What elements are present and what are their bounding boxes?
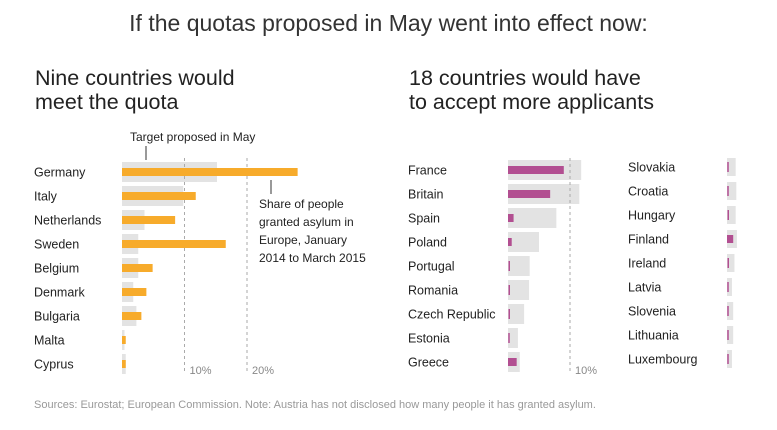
- source-note: Sources: Eurostat; European Commission. …: [34, 399, 596, 411]
- category-label-cyprus: Cyprus: [34, 358, 74, 372]
- category-label-croatia: Croatia: [628, 185, 668, 199]
- value-bar-sweden: [122, 240, 226, 248]
- category-label-latvia: Latvia: [628, 281, 661, 295]
- category-label-denmark: Denmark: [34, 286, 85, 300]
- category-label-czech-republic: Czech Republic: [408, 308, 496, 322]
- target-bar-hungary: [727, 206, 736, 224]
- right-panel-title: 18 countries would have to accept more a…: [409, 66, 654, 114]
- category-label-luxembourg: Luxembourg: [628, 353, 698, 367]
- value-bar-finland: [727, 235, 734, 243]
- value-bar-germany: [122, 168, 298, 176]
- category-label-germany: Germany: [34, 166, 86, 180]
- target-bar-portugal: [508, 256, 530, 276]
- tick-label-20: 20%: [252, 365, 274, 377]
- target-bar-poland: [508, 232, 539, 252]
- category-label-greece: Greece: [408, 356, 449, 370]
- category-label-spain: Spain: [408, 212, 440, 226]
- annotation-share-line-2: granted asylum in: [259, 215, 354, 229]
- target-bar-slovenia: [727, 302, 734, 320]
- category-label-lithuania: Lithuania: [628, 329, 679, 343]
- annotation-share-line-4: 2014 to March 2015: [259, 251, 366, 265]
- value-bar-britain: [508, 190, 551, 198]
- left-title-line-2: meet the quota: [35, 90, 179, 114]
- category-label-portugal: Portugal: [408, 260, 455, 274]
- target-bar-luxembourg: [727, 350, 732, 368]
- category-label-france: France: [408, 164, 447, 178]
- target-bar-romania: [508, 280, 530, 300]
- left-panel-title: Nine countries would meet the quota: [35, 66, 235, 114]
- category-label-poland: Poland: [408, 236, 447, 250]
- category-label-finland: Finland: [628, 233, 669, 247]
- category-label-romania: Romania: [408, 284, 458, 298]
- category-label-hungary: Hungary: [628, 209, 676, 223]
- annotation-share-line-1: Share of people: [259, 197, 344, 211]
- category-label-belgium: Belgium: [34, 262, 79, 276]
- value-bar-denmark: [122, 288, 147, 296]
- target-bar-croatia: [727, 182, 737, 200]
- category-label-britain: Britain: [408, 188, 443, 202]
- category-label-slovakia: Slovakia: [628, 161, 675, 175]
- target-bar-czech-republic: [508, 304, 525, 324]
- annotation-share-line-3: Europe, January: [259, 233, 347, 247]
- category-label-netherlands: Netherlands: [34, 214, 101, 228]
- target-bar-slovakia: [727, 158, 736, 176]
- category-label-sweden: Sweden: [34, 238, 79, 252]
- target-bar-lithuania: [727, 326, 734, 344]
- target-bar-ireland: [727, 254, 735, 272]
- category-label-estonia: Estonia: [408, 332, 450, 346]
- main-title: If the quotas proposed in May went into …: [129, 10, 648, 36]
- value-bar-bulgaria: [122, 312, 142, 320]
- left-title-line-1: Nine countries would: [35, 66, 235, 90]
- value-bar-france: [508, 166, 564, 174]
- annotation-target: Target proposed in May: [130, 130, 255, 144]
- target-bar-latvia: [727, 278, 732, 296]
- value-bar-poland: [508, 238, 512, 246]
- value-bar-netherlands: [122, 216, 176, 224]
- value-bar-italy: [122, 192, 196, 200]
- right-title-line-2: to accept more applicants: [409, 90, 654, 114]
- category-label-slovenia: Slovenia: [628, 305, 676, 319]
- value-bar-cyprus: [122, 360, 126, 368]
- category-label-ireland: Ireland: [628, 257, 666, 271]
- category-label-italy: Italy: [34, 190, 58, 204]
- tick-label-10: 10%: [575, 365, 597, 377]
- value-bar-greece: [508, 358, 517, 366]
- category-label-malta: Malta: [34, 334, 65, 348]
- value-bar-belgium: [122, 264, 153, 272]
- right-title-line-1: 18 countries would have: [409, 66, 641, 90]
- target-bar-estonia: [508, 328, 518, 348]
- value-bar-malta: [122, 336, 126, 344]
- category-label-bulgaria: Bulgaria: [34, 310, 80, 324]
- value-bar-spain: [508, 214, 514, 222]
- tick-label-10: 10%: [190, 365, 212, 377]
- target-bar-spain: [508, 208, 557, 228]
